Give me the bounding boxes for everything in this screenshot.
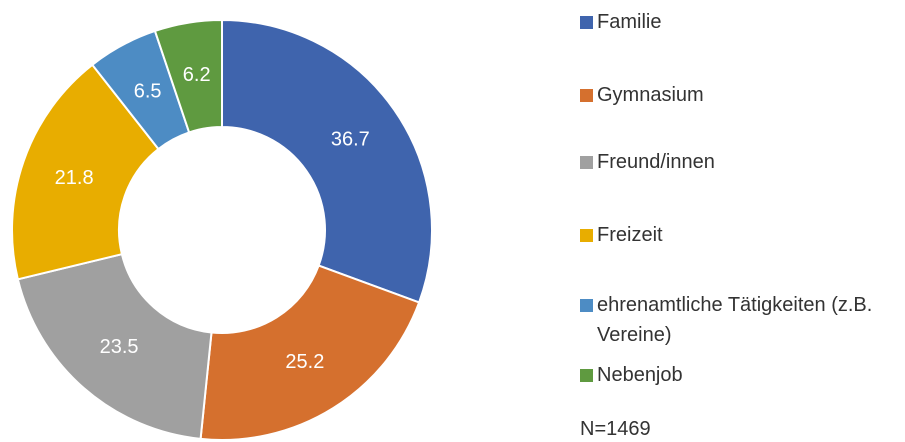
legend-swatch bbox=[580, 229, 593, 242]
legend-label: Freizeit bbox=[597, 224, 663, 246]
legend-swatch bbox=[580, 369, 593, 382]
legend-item: Nebenjob bbox=[580, 360, 900, 390]
legend-swatch bbox=[580, 156, 593, 169]
slice bbox=[199, 264, 421, 441]
legend-label: Gymnasium bbox=[597, 84, 704, 106]
annotation: N=1469 bbox=[580, 418, 651, 440]
legend-label: Nebenjob bbox=[597, 364, 683, 386]
slice-label: 25.2 bbox=[285, 351, 324, 373]
legend-item: Gymnasium bbox=[580, 80, 900, 110]
legend-swatch bbox=[580, 89, 593, 102]
legend-swatch bbox=[580, 299, 593, 312]
legend-label: Freund/innen bbox=[597, 151, 715, 173]
slice bbox=[153, 18, 223, 134]
slice-label: 6.2 bbox=[183, 64, 211, 86]
legend-swatch bbox=[580, 16, 593, 29]
legend-label: ehrenamtliche Tätigkeiten (z.B. Vereine) bbox=[597, 294, 873, 346]
legend-item: Freund/innen bbox=[580, 147, 900, 177]
slice bbox=[221, 18, 433, 304]
slice-label: 6.5 bbox=[134, 81, 162, 103]
slice bbox=[11, 63, 160, 281]
legend-item: ehrenamtliche Tätigkeiten (z.B. Vereine) bbox=[580, 290, 900, 350]
legend-item: Familie bbox=[580, 7, 900, 37]
slice-label: 21.8 bbox=[55, 167, 94, 189]
legend-label: Familie bbox=[597, 11, 662, 33]
legend-item: Freizeit bbox=[580, 220, 900, 250]
slice-label: 36.7 bbox=[331, 129, 370, 151]
slice bbox=[16, 252, 213, 441]
slice-label: 23.5 bbox=[100, 336, 139, 358]
